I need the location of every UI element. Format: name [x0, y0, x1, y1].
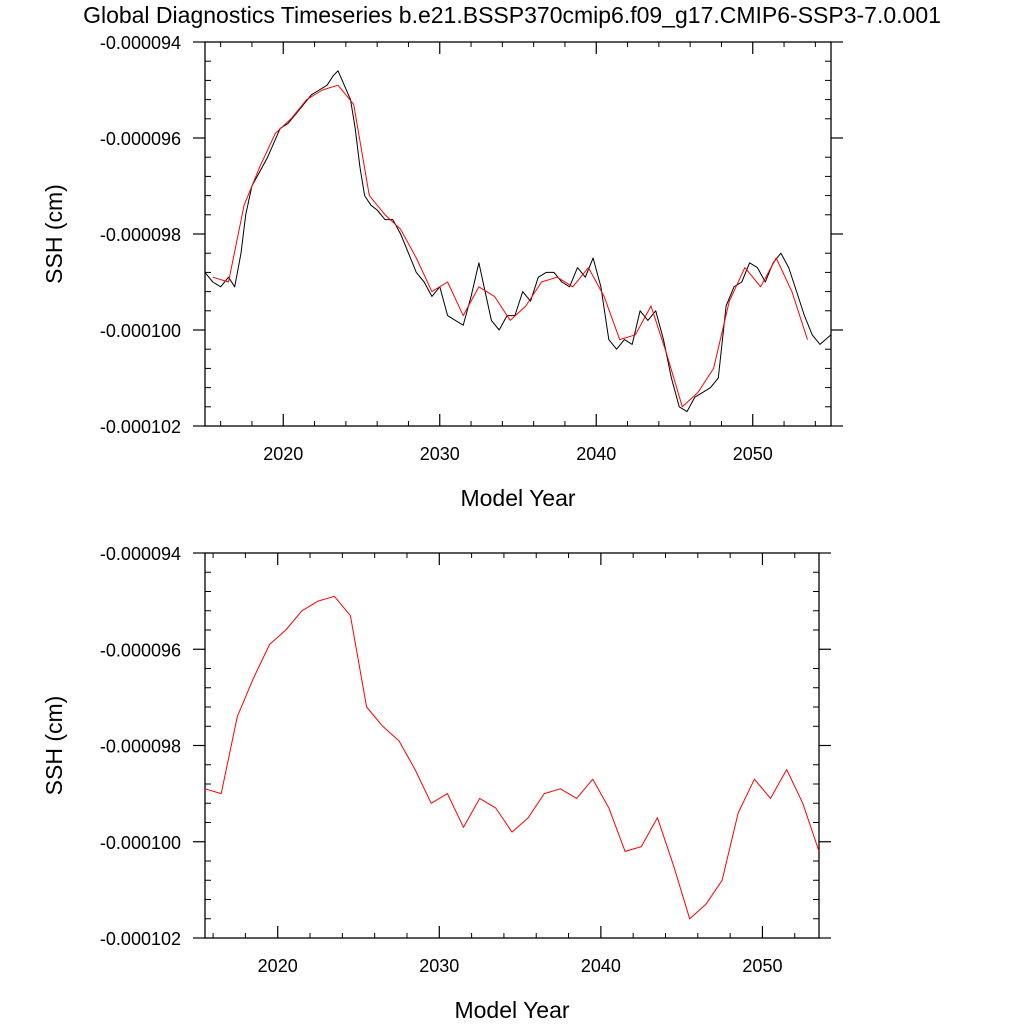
y-tick-label: -0.000100 [100, 321, 181, 341]
x-tick-label: 2020 [263, 444, 303, 464]
monthly-series-line [204, 70, 832, 413]
x-tick-label: 2050 [733, 444, 773, 464]
y-axis-label: SSH (cm) [41, 696, 67, 796]
y-tick-label: -0.000096 [100, 640, 181, 660]
y-tick-label: -0.000098 [100, 737, 181, 757]
x-tick-label: 2030 [420, 444, 460, 464]
x-axis-label: Model Year [460, 485, 575, 511]
x-tick-label: 2040 [581, 956, 621, 976]
plot-frame [204, 41, 832, 427]
x-tick-label: 2020 [258, 956, 298, 976]
y-tick-label: -0.000094 [100, 33, 181, 53]
y-tick-label: -0.000102 [100, 417, 181, 437]
y-axis-label: SSH (cm) [41, 184, 67, 284]
y-tick-label: -0.000102 [100, 929, 181, 949]
y-tick-label: -0.000100 [100, 833, 181, 853]
chart-title: Global Diagnostics Timeseries b.e21.BSSP… [83, 2, 941, 28]
x-tick-label: 2040 [576, 444, 616, 464]
plot-frame [204, 552, 820, 939]
y-tick-label: -0.000094 [100, 544, 181, 564]
bottom-panel: 2020 2030 2040 2050 -0.000094 -0.000096 -0.000… [41, 544, 831, 1023]
x-tick-label: 2050 [742, 956, 782, 976]
y-tick-label: -0.000096 [100, 129, 181, 149]
annual-series-line [204, 595, 820, 920]
annual-series-line [212, 84, 808, 408]
x-tick-label: 2030 [419, 956, 459, 976]
top-panel: 2020 2030 2040 2050 -0.000094 -0.000096 -0.000… [41, 33, 843, 511]
x-axis-label: Model Year [454, 997, 569, 1023]
y-tick-label: -0.000098 [100, 225, 181, 245]
